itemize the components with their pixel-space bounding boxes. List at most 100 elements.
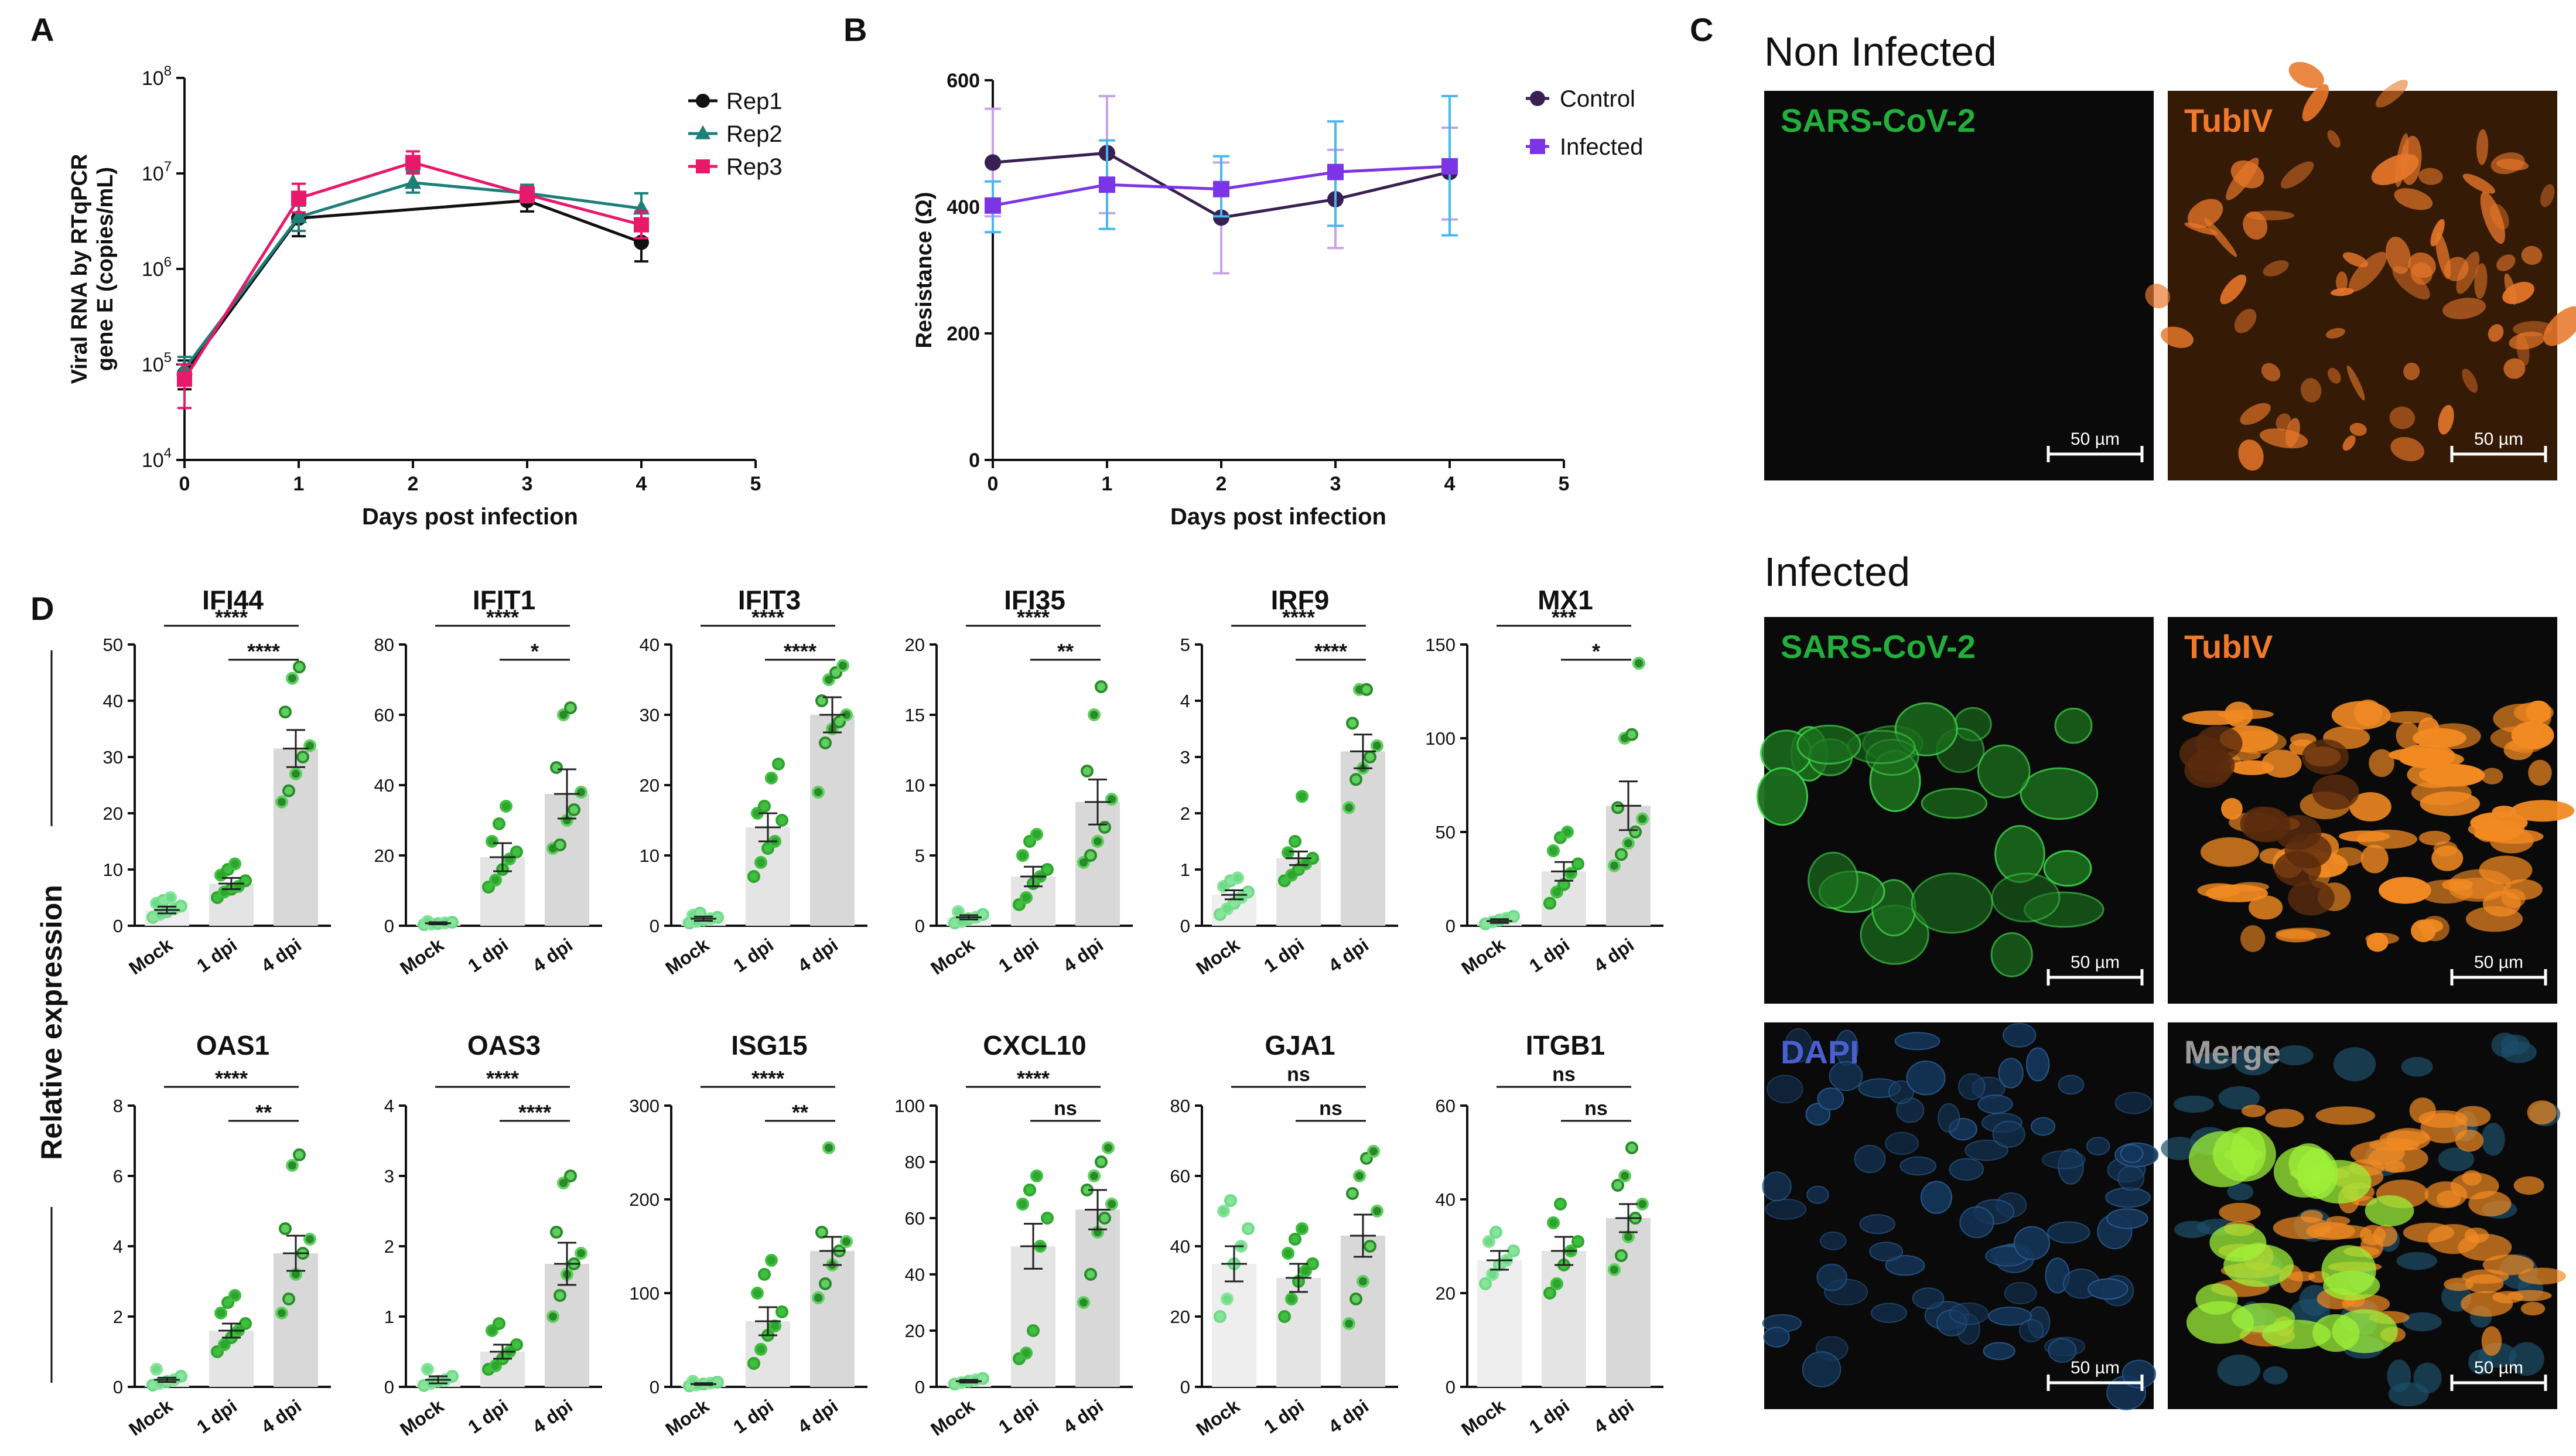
b-data-point [1213,209,1229,226]
c-texture-cilia [2234,309,2257,333]
d-data-point [1629,826,1642,838]
d-x-tick-label: 1 dpi [193,934,241,976]
d-data-point [1608,1263,1621,1276]
a-x-tick-label: 2 [408,473,419,495]
a-x-tick-label: 5 [750,473,761,495]
c-texture-nucleus [2173,1095,2215,1113]
d-y-tick-label: 40 [1170,1236,1190,1257]
d-plot-title: CXCL10 [983,1030,1086,1061]
d-x-tick-label: 4 dpi [1324,1395,1372,1437]
c-texture-cilia [2389,406,2416,429]
d-data-point [1543,896,1556,910]
c-texture-cell [2243,807,2291,843]
c-texture-nucleus [1957,1073,1986,1100]
d-data-point [1350,1293,1362,1305]
c-texture-cilia [2438,405,2454,435]
c-texture-cilia [2327,129,2341,148]
c-texture-cilia [2527,1100,2557,1125]
d-y-tick-label: 10 [103,860,123,880]
d-data-point [1016,849,1029,862]
c-texture-cilia [2403,362,2420,380]
d-data-point [1242,885,1255,899]
a-data-point [291,190,306,206]
c-texture-nucleus [2217,1354,2260,1386]
d-data-point [1636,1198,1649,1211]
c-texture-cell [2284,833,2332,868]
c-texture-nucleus [1820,1231,1847,1250]
c-texture-nucleus [2438,1147,2475,1172]
d-data-point [293,660,306,674]
c-texture-nucleus [1899,1156,1937,1176]
c-tile-texture [1762,1022,2159,1410]
d-y-tick-label: 3 [384,1166,394,1186]
a-legend-label: Rep3 [726,154,783,180]
d-y-tick-label: 50 [103,635,123,655]
b-legend-label: Infected [1560,134,1643,160]
c-tile-label: TubIV [2184,628,2273,665]
d-sig-label: **** [215,1066,248,1090]
c-texture-nucleus [2227,1183,2254,1201]
a-data-point [177,371,192,387]
c-texture-nucleus [1949,1158,1984,1181]
c-texture-cilia [2435,232,2451,279]
c-texture-cilia [2240,403,2271,425]
c-tile-2: SARS-CoV-2 50 µm [1756,617,2154,1004]
d-data-point [1084,1268,1097,1281]
d-data-point [1081,765,1094,778]
d-data-point [1543,1287,1556,1300]
c-texture-nucleus [2333,1047,2376,1082]
a-series-line [183,161,642,380]
d-data-point [1091,835,1104,848]
c-texture-nucleus [1765,1198,1807,1220]
d-data-point [754,856,767,869]
c-tile-3: TubIV 50 µm [2168,617,2575,1004]
d-data-point [1550,885,1563,899]
b-y-tick-label: 600 [947,70,980,92]
b-y-tick-label: 400 [947,196,980,219]
c-texture-cilia [2249,895,2283,920]
c-texture-cilia [2400,135,2422,185]
d-y-tick-label: 40 [1436,1189,1456,1210]
c-texture-cilia [2476,129,2489,165]
c-texture-nucleus [2047,1221,2090,1244]
c-texture-cilia [2465,906,2523,932]
d-x-tick-label: 1 dpi [464,934,512,976]
d-data-point [1282,846,1294,860]
d-data-point [228,1289,241,1302]
d-data-point [1622,1230,1635,1243]
c-texture-cilia [2540,184,2555,207]
d-x-tick-label: 4 dpi [794,934,842,976]
d-y-tick-label: 20 [374,845,394,866]
c-texture-nucleus [1871,1302,1907,1323]
d-data-point [510,1338,523,1351]
c-texture-cell [2188,748,2235,784]
c-texture-cilia [2442,298,2486,319]
d-data-point [819,736,832,749]
d-y-tick-label: 40 [374,775,394,796]
d-y-tick-label: 40 [640,635,660,655]
d-data-point [1214,1310,1226,1323]
c-texture-cell [2287,880,2335,916]
c-texture-cilia [2543,306,2576,346]
c-texture-nucleus [1806,1185,1829,1204]
d-data-point [500,800,513,813]
c-tile-texture [1756,702,2104,978]
c-texture-nucleus [2048,1338,2077,1363]
d-sig-label: **** [1314,639,1347,663]
c-texture-cilia [2465,1274,2504,1294]
c-texture-cilia [2265,1109,2304,1128]
c-texture-nucleus [1829,1061,1863,1092]
c-texture-cell [1990,932,2033,978]
d-x-tick-label: Mock [1192,1395,1243,1440]
d-data-point [1353,1169,1366,1182]
d-data-point [768,1319,781,1332]
d-bar [1212,1264,1256,1387]
d-data-point [1020,891,1033,904]
c-texture-cilia [2462,369,2478,393]
d-data-point [1364,751,1376,763]
d-x-tick-label: Mock [927,1395,978,1440]
d-data-point [279,1222,292,1235]
c-texture-nucleus [1869,1242,1904,1261]
d-data-point [765,1254,778,1267]
